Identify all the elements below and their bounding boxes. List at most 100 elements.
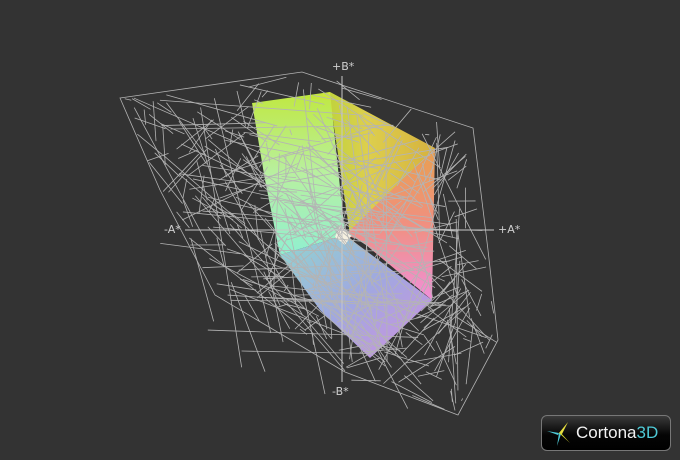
wireframe-edge xyxy=(304,315,325,331)
wireframe-edge xyxy=(219,172,232,181)
wireframe-edge xyxy=(405,332,423,346)
wireframe-edge xyxy=(356,115,387,319)
wireframe-edge xyxy=(152,101,157,142)
wireframe-edge xyxy=(400,185,424,207)
wireframe-edge xyxy=(490,301,495,314)
wireframe-edge xyxy=(321,135,358,140)
wireframe-edge xyxy=(383,139,403,181)
wireframe-edge xyxy=(340,211,383,351)
wireframe-edge xyxy=(284,201,385,218)
wireframe-edge xyxy=(216,237,225,266)
wireframe-edge xyxy=(363,112,395,128)
wireframe-edge xyxy=(259,164,384,188)
wireframe-edge xyxy=(236,90,246,126)
wireframe-edge xyxy=(290,197,307,238)
wireframe-edge xyxy=(421,133,487,260)
wireframe-edge xyxy=(258,125,287,168)
wireframe-edge xyxy=(307,142,490,341)
wireframe-edge xyxy=(403,352,462,364)
wireframe-edge xyxy=(417,370,445,377)
wireframe-edge xyxy=(347,286,368,324)
wireframe-edge xyxy=(396,147,420,187)
wireframe-edge xyxy=(240,166,268,212)
wireframe-edge xyxy=(200,107,243,368)
wireframe-edge xyxy=(209,258,320,317)
axis-label-minus-b: -B* xyxy=(332,385,349,398)
axis-label-plus-b: +B* xyxy=(332,60,355,73)
wireframe-edge xyxy=(308,301,386,367)
wireframe-edge xyxy=(449,308,457,404)
wireframe-edge xyxy=(281,176,297,179)
wireframe-edge xyxy=(485,334,493,349)
wireframe-edge xyxy=(422,183,439,221)
wireframe-edge xyxy=(292,212,325,235)
wireframe-edge xyxy=(224,130,245,138)
wireframe-edge xyxy=(160,242,241,255)
wireframe-edge xyxy=(313,263,322,293)
wireframe-edge xyxy=(148,162,183,204)
wireframe-edge xyxy=(306,320,345,364)
wireframe-edge xyxy=(454,341,484,356)
wireframe-edge xyxy=(359,298,399,310)
wireframe-edge xyxy=(197,111,241,141)
wireframe-edge xyxy=(133,107,208,244)
wireframe-edge xyxy=(329,311,373,348)
wireframe-edge xyxy=(349,220,372,360)
wireframe-edge xyxy=(401,317,435,355)
wireframe-edge xyxy=(154,152,180,177)
cortona3d-logo[interactable]: Cortona3D xyxy=(541,415,671,451)
wireframe-edge xyxy=(461,279,482,317)
wireframe-edge xyxy=(470,317,485,354)
wireframe-edge xyxy=(179,174,242,229)
wireframe-edge xyxy=(372,340,409,409)
wireframe-edge xyxy=(423,155,466,193)
wireframe-edge xyxy=(413,161,458,296)
wireframe-edge xyxy=(279,300,308,319)
wireframe-edge xyxy=(242,279,425,336)
wireframe-edge xyxy=(289,129,293,135)
wireframe-edge xyxy=(327,125,353,155)
wireframe-edge xyxy=(436,122,441,167)
wireframe-edge xyxy=(346,357,381,369)
wireframe-edge xyxy=(340,135,402,235)
wireframe-edge xyxy=(476,293,483,311)
wireframe-edge xyxy=(315,126,360,143)
wireframe-edge xyxy=(159,99,364,116)
wireframe-edge xyxy=(168,149,207,193)
wireframe-edge xyxy=(336,307,365,323)
wireframe-edge xyxy=(338,345,364,351)
wireframe-edge xyxy=(236,224,244,239)
wireframe-edge xyxy=(312,282,315,288)
wireframe-edge xyxy=(178,149,198,159)
gamut-face-red-magenta xyxy=(345,148,435,300)
wireframe-edge xyxy=(231,117,268,143)
wireframe-edge xyxy=(124,98,132,101)
wireframe-edge xyxy=(424,288,462,356)
wireframe-edge xyxy=(428,143,458,155)
wireframe-edge xyxy=(366,170,384,204)
wireframe-edge xyxy=(268,291,291,329)
wireframe-edge xyxy=(309,83,312,110)
wireframe-edge xyxy=(229,129,234,145)
wireframe-edge xyxy=(286,226,330,241)
wireframe-edge xyxy=(316,108,365,220)
wireframe-edge xyxy=(359,346,376,382)
axis-label-minus-a: -A* xyxy=(164,223,181,236)
wireframe-edge xyxy=(412,395,445,410)
wireframe-edge xyxy=(336,314,364,336)
wireframe-edge xyxy=(436,142,441,240)
wireframe-edge xyxy=(409,263,427,284)
wireframe-edge xyxy=(373,286,460,323)
star-logo-icon xyxy=(547,422,570,446)
wireframe-edge xyxy=(300,194,329,200)
wireframe-edge xyxy=(456,260,479,266)
wireframe-edge xyxy=(261,90,269,98)
wireframe-edge xyxy=(192,178,459,239)
wireframe-edge xyxy=(213,226,428,248)
wireframe-edge xyxy=(216,283,257,291)
wireframe-edge xyxy=(405,240,433,248)
wireframe-edge xyxy=(143,109,147,125)
wireframe-edge xyxy=(461,398,463,402)
wireframe-edge xyxy=(450,390,456,411)
